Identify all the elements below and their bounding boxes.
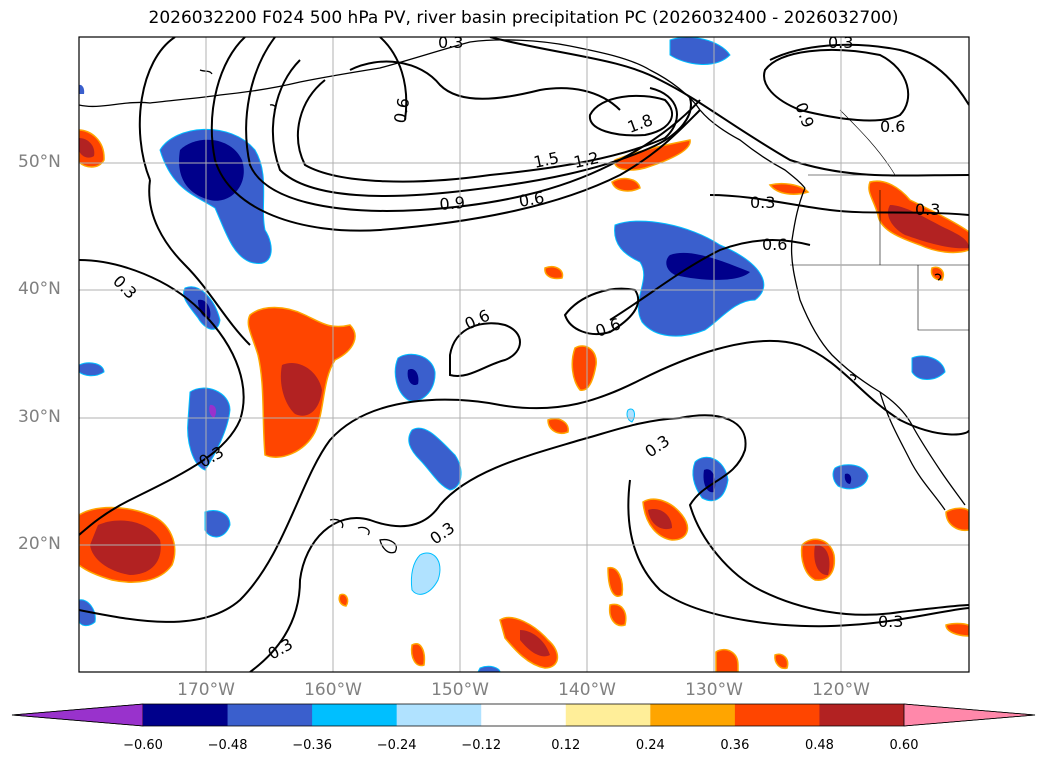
contour-label: 0.3 [915,200,940,219]
contour-label: 0.6 [517,188,545,211]
pv-contour-0.6-jet [210,37,701,232]
colorbar-tick-label: −0.60 [123,738,163,753]
colorbar-outline [11,703,1036,727]
colorbar-tick-label: −0.36 [292,738,333,753]
colorbar-extend-low [11,703,144,727]
lon-label: 150°W [431,680,489,700]
colorbar-segment [565,704,651,726]
pv-contour-0.6-ridge [769,43,969,106]
colorbar-segment [143,704,229,726]
pv-contour-1.5-jet [297,79,678,183]
pv-contour-0.9-ridge [763,49,910,122]
figure-title: 2026032200 F024 500 hPa PV, river basin … [148,8,899,28]
colorbar-tick-label: 0.60 [889,738,919,753]
colorbar-segment [481,704,567,726]
lon-label: 170°W [177,680,235,700]
coast-alaska [79,39,701,111]
coast-hawaii [329,518,397,554]
coast-alaska-panhandle [699,109,806,189]
lon-label: 160°W [304,680,362,700]
contour-label: 0.6 [762,235,787,254]
political-boundaries [790,109,969,331]
colorbar-tick-label: −0.12 [461,738,502,753]
contour-label: 0.6 [390,96,413,124]
contour-label: 1.2 [572,148,601,172]
colorbar-segment [650,704,736,726]
colorbar-tick-label: −0.48 [207,738,248,753]
lon-label: 140°W [558,680,616,700]
lon-label: 120°W [812,680,870,700]
pv-contour-1.8-core [588,94,674,137]
colorbar-tick-label: 0.12 [551,738,581,753]
coast-west-us [790,187,966,506]
lon-label: 130°W [685,680,743,700]
pv-contour-0.6-east [563,287,640,335]
colorbar-tick-label: 0.48 [804,738,834,753]
colorbar-tick-label: −0.24 [376,738,417,753]
colorbar-segment [396,704,482,726]
pv-contour-0.3-loop [627,479,969,628]
lat-label: 40°N [18,279,61,299]
pv-contour-0.3-west [79,259,245,536]
pv-contour-0.3-trough [249,417,681,672]
contour-label: 0.3 [438,33,463,52]
pv-contour-0.3-coast [709,194,969,216]
colorbar-segment [734,704,820,726]
colorbar-segments [11,703,1036,727]
pv-precip-map: 1.8 1.5 1.2 0.9 0.6 0.6 0.9 0.6 0.3 0.3 … [78,33,970,673]
lat-label: 30°N [18,407,61,427]
colorbar-extend-high [903,703,1036,727]
contour-label: 0.3 [828,33,853,52]
pv-contour-0.3-south [79,340,969,623]
colorbar [11,703,1036,727]
coastlines [79,39,966,554]
colorbar-segment [312,704,398,726]
colorbar-tick-label: 0.36 [720,738,750,753]
pv-contour-0.3-southeast [679,414,969,616]
colorbar-segment [819,704,905,726]
contour-label: 0.3 [750,193,775,212]
coast-baja [879,391,946,511]
gridlines [79,37,969,672]
pv-contour-0.9-jet [245,37,701,212]
lat-label: 50°N [18,152,61,172]
colorbar-segment [227,704,313,726]
contour-label: 1.5 [532,148,561,172]
pv-contour-0.6-coast [609,239,811,321]
contour-label: 0.9 [439,193,466,214]
pv-contour-0.3-northwest [148,179,251,346]
pv-contours [79,37,969,672]
map-frame [78,36,970,673]
pv-contour-1.2-jet [271,59,692,197]
contour-label: 0.6 [880,117,905,136]
lat-label: 20°N [18,534,61,554]
contour-label: 0.3 [878,612,903,631]
pv-contour-0.6-north [379,37,408,121]
pv-contour-0.6-blob [449,322,521,377]
colorbar-tick-label: 0.24 [635,738,665,753]
coast-islands [199,69,942,381]
positive-anomalies [79,129,969,672]
